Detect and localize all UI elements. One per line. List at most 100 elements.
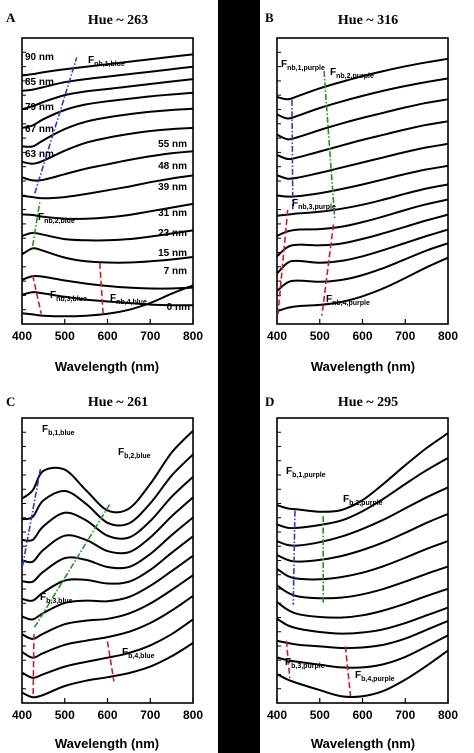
panel-d-curve-2 (276, 619, 449, 650)
panel-b-xlabel: Wavelength (nm) (311, 359, 415, 374)
panel-c-xtick-label: 400 (12, 708, 32, 722)
panel-a: A Hue ~ 263 400 500 600 700 800 Fnb,1,blueFn… (6, 10, 203, 374)
panel-d-curve-1 (276, 634, 449, 669)
curve-label-55nm: 55 nm (158, 139, 187, 150)
panel-a-curve-5 (21, 202, 194, 220)
panel-c-guides (21, 469, 115, 697)
panel-a-xtick-label: 700 (140, 329, 160, 343)
curve-label-7nm: 7 nm (164, 266, 187, 277)
panel-a-xtick-label: 400 (12, 329, 32, 343)
panel-c-guide-red-3 (32, 634, 35, 697)
panel-c-annotation-4: Fb,4,blue (122, 647, 155, 660)
panel-a-annotation-4: Fnb,4,blue (110, 293, 147, 306)
panel-b-title: Hue ~ 316 (338, 13, 398, 28)
curve-label-31nm: 31 nm (158, 208, 187, 219)
panel-a-annotation-2: Fnb,2,blue (38, 212, 75, 225)
panel-a-curve-0 (21, 284, 194, 318)
panel-b-curve-2 (276, 228, 449, 275)
panel-d-curve-4 (276, 587, 449, 619)
panel-a-guide-red-4 (99, 262, 105, 316)
panel-b-guides (277, 70, 336, 316)
panel-d-xtick-label: 600 (352, 708, 372, 722)
panel-c-curve-6 (21, 516, 194, 584)
panel-b-curve-9 (276, 98, 449, 141)
panel-c-annotations: Fb,1,blue Fb,2,blue Fb,3,blue Fb,4,blue (40, 424, 155, 660)
panel-b-xtick-labels: 400 500 600 700 800 (267, 319, 458, 343)
panel-a-guide-red-3 (31, 275, 43, 314)
panel-b-curve-1 (276, 242, 449, 292)
panel-b-annotation-2: Fnb,2,purple (330, 67, 374, 80)
panel-a-xtick-label: 600 (97, 329, 117, 343)
panel-d-curve-0 (276, 649, 449, 698)
panel-c-curve-10 (21, 430, 194, 514)
center-separator-bar (218, 0, 260, 753)
panel-b-curve-4 (276, 198, 449, 237)
panel-d-annotation-3: Fb,3,purple (285, 657, 325, 670)
panel-c-guide-red-4 (106, 641, 115, 682)
panel-b-curve-11 (276, 57, 449, 101)
curve-label-23nm: 23 nm (158, 228, 187, 239)
curve-label-63nm: 63 nm (25, 149, 54, 160)
panel-b-annotation-1: Fnb,1,purple (281, 59, 325, 72)
panel-c-letter: C (6, 394, 15, 409)
panel-a-annotation-3: Fnb,3,blue (50, 290, 87, 303)
panel-c-xlabel: Wavelength (nm) (55, 736, 159, 751)
panel-b-curve-6 (276, 164, 449, 198)
panel-a-title: Hue ~ 263 (88, 13, 148, 28)
panel-b-curve-10 (276, 77, 449, 120)
panel-c-curve-7 (21, 496, 194, 564)
panel-d-letter: D (265, 394, 274, 409)
panel-c-annotation-3: Fb,3,blue (40, 592, 73, 605)
panel-c-xtick-label: 800 (183, 708, 203, 722)
curve-label-0nm: 0 nm (167, 302, 190, 313)
panel-d-curve-3 (276, 606, 449, 635)
panel-a-curves (21, 53, 194, 318)
panel-a-curve-11 (21, 78, 194, 111)
panel-a-curve-labels-left: 90 nm 85 nm 79 nm 67 nm 63 nm (25, 52, 54, 160)
panel-d-guide-red-3 (285, 640, 291, 679)
panel-b-curve-8 (276, 120, 449, 161)
curve-label-48nm: 48 nm (158, 161, 187, 172)
curve-label-79nm: 79 nm (25, 102, 54, 113)
panel-d-xtick-labels: 400 500 600 700 800 (267, 698, 458, 722)
panel-a-letter: A (6, 10, 16, 25)
panel-a-curve-7 (21, 150, 194, 182)
panel-a-xtick-label: 500 (55, 329, 75, 343)
panel-c-xtick-labels: 400 500 600 700 800 (12, 698, 203, 722)
panel-d: D Hue ~ 295 400 500 600 700 800 Fb,1,purpleF… (265, 394, 458, 751)
panel-d-guide-red-4 (344, 646, 352, 697)
panel-c-xtick-label: 700 (140, 708, 160, 722)
panel-d-annotation-4: Fb,4,purple (355, 670, 395, 683)
panel-b-xtick-label: 400 (267, 329, 287, 343)
panel-d-annotations: Fb,1,purple Fb,2,purple Fb,3,purple Fb,4,pu… (285, 466, 395, 683)
panel-d-curve-6 (276, 540, 449, 581)
panel-c-curve-2 (21, 595, 194, 659)
curve-label-67nm: 67 nm (25, 124, 54, 135)
panel-c-guide-blue-1 (21, 469, 42, 570)
panel-b: B Hue ~ 316 400 500 600 700 800 Fnb,1,purple… (265, 10, 458, 374)
panel-a-guide-blue-1 (34, 57, 78, 194)
panel-a-xtick-label: 800 (183, 329, 203, 343)
panel-a-curve-9 (21, 107, 194, 148)
panel-c-curve-5 (21, 535, 194, 602)
panel-c-curve-4 (21, 554, 194, 621)
panel-c-title: Hue ~ 261 (88, 395, 148, 410)
panel-b-letter: B (265, 10, 274, 25)
panel-c-curve-9 (21, 453, 194, 527)
panel-d-guide-blue-1 (292, 510, 296, 605)
panel-a-yticks (22, 51, 26, 311)
panel-b-curves (276, 57, 449, 313)
panel-b-xtick-label: 600 (352, 329, 372, 343)
panel-b-guide-blue-1 (291, 99, 294, 210)
panel-b-curve-7 (276, 142, 449, 180)
panel-c-annotation-2: Fb,2,blue (118, 447, 151, 460)
panel-b-annotation-3: Fnb,3,purple (292, 198, 336, 211)
panel-d-curve-7 (276, 513, 449, 563)
panel-a-curve-2 (21, 274, 194, 290)
panel-a-guides (31, 57, 105, 316)
panel-a-curve-6 (21, 174, 194, 200)
panel-d-curve-5 (276, 565, 449, 600)
panel-b-xtick-label: 700 (395, 329, 415, 343)
panel-a-curve-4 (21, 229, 194, 242)
